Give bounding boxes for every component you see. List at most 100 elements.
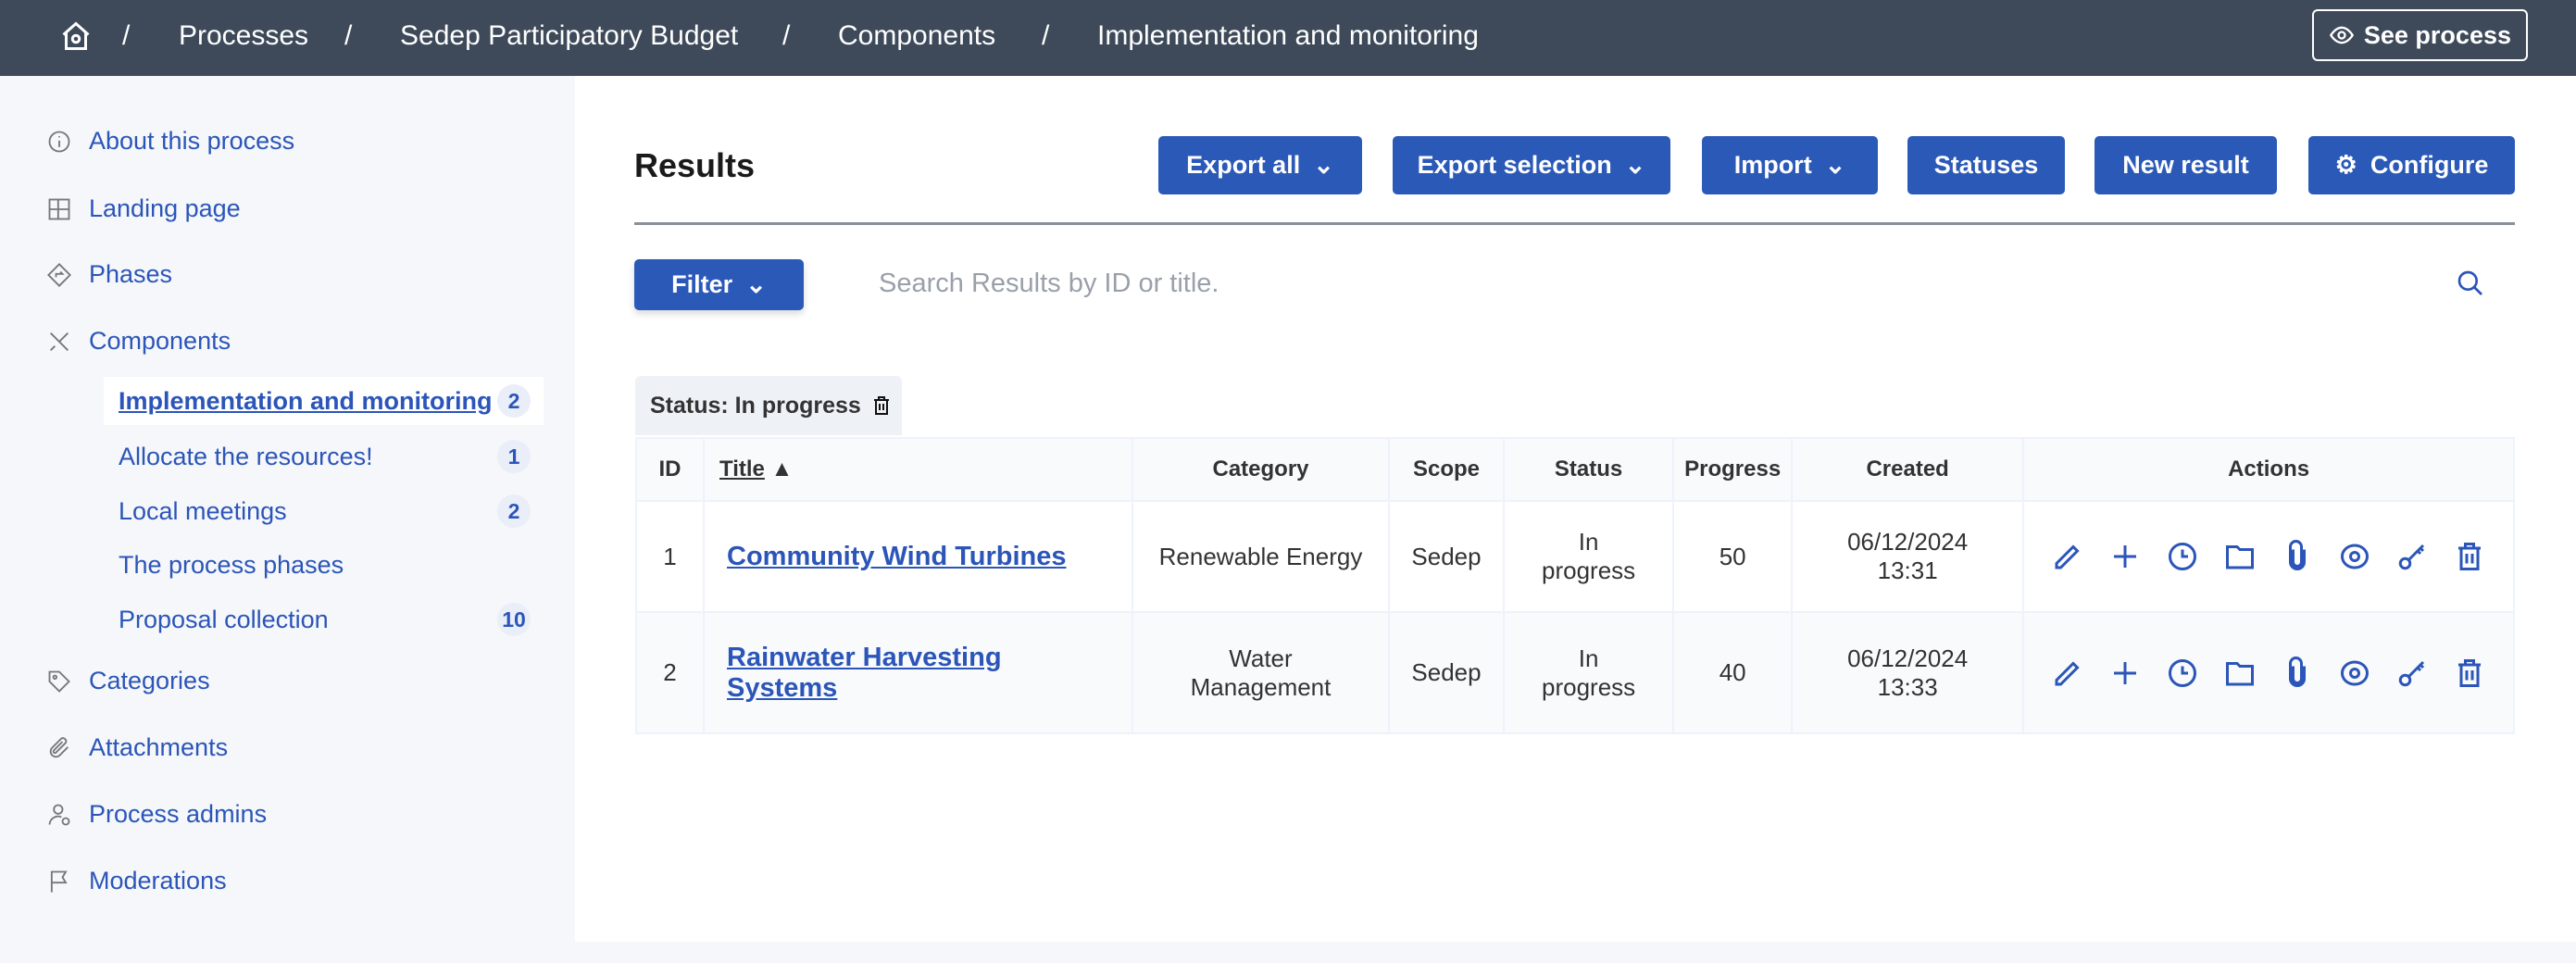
import-button[interactable]: Import ⌄ (1702, 136, 1878, 194)
progress-cell: 50 (1672, 500, 1794, 613)
new-result-button[interactable]: New result (2095, 136, 2277, 194)
label: Landing page (89, 194, 241, 222)
flag-icon (50, 870, 68, 893)
component-implementation[interactable]: Implementation and monitoring 2 (104, 377, 544, 425)
sidebar-item-components[interactable]: Components (46, 327, 231, 356)
separator: / (782, 20, 791, 51)
label: Statuses (1933, 151, 2039, 179)
id-cell: 1 (635, 500, 705, 613)
search-input[interactable]: Search Results by ID or title. (879, 269, 1219, 298)
category-cell: Renewable Energy (1132, 500, 1390, 613)
chevron-down-icon: ⌄ (1313, 151, 1334, 179)
sidebar-item-admins[interactable]: Process admins (46, 800, 267, 829)
eye-icon[interactable] (2338, 540, 2371, 573)
table-row: 2 Rainwater Harvesting Systems Water Man… (635, 611, 2515, 734)
plus-icon[interactable] (2108, 540, 2142, 573)
label: Categories (89, 667, 210, 694)
label: Title (719, 456, 765, 482)
title-link[interactable]: Community Wind Turbines (727, 541, 1067, 571)
label: Export selection (1417, 151, 1612, 179)
see-process-label: See process (2363, 20, 2511, 49)
status-cell: In progress (1502, 500, 1675, 613)
col-status: Status (1502, 437, 1675, 502)
col-id: ID (635, 437, 705, 502)
scope-cell: Sedep (1388, 611, 1505, 734)
category-cell: Water Management (1132, 611, 1390, 734)
paperclip-icon[interactable] (2281, 656, 2314, 690)
key-icon[interactable] (2395, 540, 2429, 573)
home-icon[interactable] (59, 19, 93, 54)
folder-icon[interactable] (2223, 540, 2257, 573)
trash-icon[interactable] (870, 394, 893, 418)
col-progress: Progress (1672, 437, 1794, 502)
page-title: Results (634, 146, 756, 184)
title-cell: Rainwater Harvesting Systems (703, 611, 1133, 734)
chevron-down-icon: ⌄ (745, 270, 767, 298)
separator: / (122, 20, 131, 51)
label: Local meetings (119, 496, 287, 525)
title-link[interactable]: Rainwater Harvesting Systems (727, 642, 1002, 703)
component-allocate[interactable]: Allocate the resources! 1 (104, 432, 544, 481)
count-badge: 2 (497, 384, 531, 418)
breadcrumb-components[interactable]: Components (838, 20, 996, 51)
sidebar-item-about[interactable]: About this process (46, 127, 294, 156)
user-settings-icon (48, 804, 70, 825)
plus-icon[interactable] (2108, 657, 2142, 690)
label: Import (1733, 151, 1812, 179)
count-badge: 10 (497, 603, 531, 636)
progress-cell: 40 (1672, 611, 1794, 734)
paperclip-icon[interactable] (2281, 540, 2314, 573)
folder-icon[interactable] (2223, 657, 2257, 690)
sidebar-item-attachments[interactable]: Attachments (46, 733, 228, 762)
breadcrumb-processes[interactable]: Processes (179, 20, 309, 51)
tag-icon (48, 670, 70, 693)
results-table: ID Title ▲ Category Scope Status Progres… (635, 437, 2515, 734)
clock-icon[interactable] (2166, 657, 2199, 690)
pencil-icon[interactable] (2051, 540, 2084, 573)
sidebar-item-moderations[interactable]: Moderations (46, 867, 227, 895)
label: The process phases (119, 550, 344, 579)
active-filter-chip: Status: In progress (635, 376, 902, 435)
see-process-button[interactable]: See process (2311, 9, 2528, 61)
configure-button[interactable]: ⚙ Configure (2308, 136, 2515, 194)
col-scope: Scope (1388, 437, 1505, 502)
label: Configure (2370, 151, 2489, 179)
label: About this process (89, 127, 295, 155)
status-cell: In progress (1502, 611, 1675, 734)
breadcrumb-current[interactable]: Implementation and monitoring (1097, 20, 1479, 51)
label: Export all (1186, 151, 1301, 179)
sort-asc-icon: ▲ (770, 456, 794, 482)
search-icon[interactable] (2456, 269, 2485, 298)
component-proposal-collection[interactable]: Proposal collection 10 (104, 595, 544, 644)
label: Allocate the resources! (119, 442, 373, 470)
sidebar-item-phases[interactable]: Phases (46, 260, 172, 289)
label: Proposal collection (119, 605, 329, 633)
actions-cell (2022, 611, 2515, 734)
trash-icon[interactable] (2453, 657, 2486, 690)
clock-icon[interactable] (2166, 540, 2199, 573)
col-created: Created (1791, 437, 2025, 502)
direction-icon (47, 262, 71, 287)
title-cell: Community Wind Turbines (703, 500, 1133, 613)
export-selection-button[interactable]: Export selection ⌄ (1393, 136, 1670, 194)
component-process-phases[interactable]: The process phases (104, 541, 544, 589)
statuses-button[interactable]: Statuses (1907, 136, 2065, 194)
label: Implementation and monitoring (119, 386, 493, 415)
col-actions: Actions (2022, 437, 2515, 502)
key-icon[interactable] (2395, 657, 2429, 690)
count-badge: 1 (497, 440, 531, 473)
component-local-meetings[interactable]: Local meetings 2 (104, 487, 544, 535)
id-cell: 2 (635, 611, 705, 734)
tools-icon (50, 331, 69, 351)
sidebar-item-categories[interactable]: Categories (46, 667, 210, 695)
export-all-button[interactable]: Export all ⌄ (1158, 136, 1362, 194)
trash-icon[interactable] (2453, 540, 2486, 573)
col-title[interactable]: Title ▲ (703, 437, 1133, 502)
layout-icon (48, 198, 70, 219)
breadcrumb-process[interactable]: Sedep Participatory Budget (400, 20, 739, 51)
pencil-icon[interactable] (2051, 657, 2084, 690)
filter-button[interactable]: Filter ⌄ (634, 259, 804, 310)
eye-icon[interactable] (2338, 657, 2371, 690)
col-category: Category (1132, 437, 1390, 502)
sidebar-item-landing[interactable]: Landing page (46, 194, 241, 223)
